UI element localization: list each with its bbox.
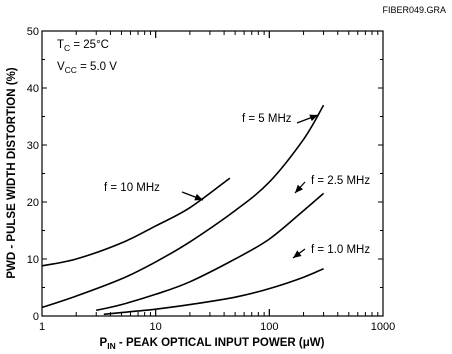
y-tick-label: 0 bbox=[33, 311, 39, 323]
figure-id: FIBER049.GRA bbox=[382, 5, 446, 15]
series-annotation-2: f = 2.5 MHz bbox=[311, 175, 370, 187]
y-tick-label: 20 bbox=[27, 197, 39, 209]
annotation-layer: f = 10 MHz f = 5 MHz f = 2.5 MHz f = 1.0 MH… bbox=[104, 113, 370, 259]
x-tick-label: 100 bbox=[260, 321, 278, 333]
y-axis-ticks: 0 10 20 30 40 50 bbox=[27, 26, 383, 323]
y-tick-label: 10 bbox=[27, 254, 39, 266]
y-tick-label: 30 bbox=[27, 140, 39, 152]
annotation-arrowhead-2 bbox=[295, 184, 303, 193]
y-axis-label: PWD - PULSE WIDTH DISTORTION (%) bbox=[6, 67, 18, 278]
y-tick-label: 50 bbox=[27, 26, 39, 38]
series-line-1 bbox=[41, 104, 325, 309]
condition-vcc: VCC = 5.0 V bbox=[57, 61, 117, 75]
series-annotation-0: f = 10 MHz bbox=[104, 182, 160, 194]
series-layer bbox=[41, 104, 325, 316]
series-line-2 bbox=[96, 192, 325, 312]
x-axis-label: PIN - PEAK OPTICAL INPUT POWER (μW) bbox=[100, 337, 325, 351]
annotation-arrowhead-0 bbox=[194, 193, 203, 201]
series-annotation-3: f = 1.0 MHz bbox=[311, 244, 370, 256]
x-tick-label: 10 bbox=[150, 321, 162, 333]
annotation-arrowhead-3 bbox=[293, 250, 302, 258]
plot-frame bbox=[41, 30, 384, 317]
x-axis-ticks: 1 10 100 1000 bbox=[39, 31, 395, 333]
series-line-3 bbox=[103, 267, 324, 316]
x-tick-label: 1 bbox=[39, 321, 45, 333]
condition-temperature: TC = 25°C bbox=[57, 39, 109, 53]
x-tick-label: 1000 bbox=[371, 321, 395, 333]
series-annotation-1: f = 5 MHz bbox=[242, 113, 292, 125]
y-tick-label: 40 bbox=[27, 83, 39, 95]
series-line-0 bbox=[41, 177, 231, 267]
annotation-arrowhead-1 bbox=[309, 114, 318, 122]
